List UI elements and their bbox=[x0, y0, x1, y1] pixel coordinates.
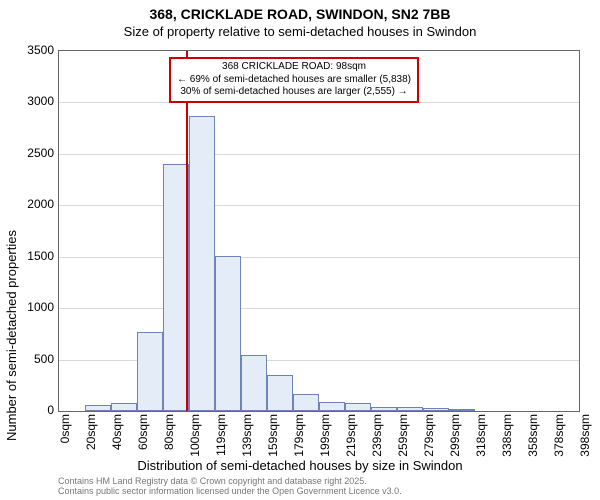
gridline bbox=[59, 308, 579, 309]
y-tick-label: 3000 bbox=[4, 94, 54, 108]
histogram-bar bbox=[319, 402, 345, 411]
x-tick-label: 119sqm bbox=[214, 414, 228, 474]
histogram-bar bbox=[241, 355, 267, 411]
annotation-line: 30% of semi-detached houses are larger (… bbox=[177, 86, 411, 99]
histogram-bar bbox=[293, 394, 319, 411]
reference-line bbox=[186, 51, 188, 411]
footer-attribution: Contains HM Land Registry data © Crown c… bbox=[58, 476, 402, 497]
annotation-box: 368 CRICKLADE ROAD: 98sqm← 69% of semi-d… bbox=[169, 57, 419, 103]
x-tick-label: 219sqm bbox=[344, 414, 358, 474]
y-tick-label: 2500 bbox=[4, 146, 54, 160]
title-address: 368, CRICKLADE ROAD, SWINDON, SN2 7BB bbox=[0, 6, 600, 22]
histogram-bar bbox=[267, 375, 293, 411]
histogram-bar bbox=[423, 408, 449, 411]
x-tick-label: 239sqm bbox=[370, 414, 384, 474]
gridline bbox=[59, 154, 579, 155]
x-tick-label: 80sqm bbox=[162, 414, 176, 474]
x-tick-label: 20sqm bbox=[84, 414, 98, 474]
y-tick-label: 3500 bbox=[4, 43, 54, 57]
gridline bbox=[59, 102, 579, 103]
x-tick-label: 40sqm bbox=[110, 414, 124, 474]
y-tick-label: 1500 bbox=[4, 249, 54, 263]
title-subtitle: Size of property relative to semi-detach… bbox=[0, 24, 600, 39]
y-tick-label: 2000 bbox=[4, 197, 54, 211]
y-tick-label: 500 bbox=[4, 352, 54, 366]
histogram-bar bbox=[137, 332, 163, 411]
chart-title: 368, CRICKLADE ROAD, SWINDON, SN2 7BB Si… bbox=[0, 0, 600, 39]
histogram-bar bbox=[449, 409, 475, 411]
x-tick-label: 378sqm bbox=[552, 414, 566, 474]
x-tick-label: 179sqm bbox=[292, 414, 306, 474]
histogram-bar bbox=[111, 403, 137, 411]
gridline bbox=[59, 257, 579, 258]
x-tick-label: 60sqm bbox=[136, 414, 150, 474]
x-tick-label: 139sqm bbox=[240, 414, 254, 474]
footer-line1: Contains HM Land Registry data © Crown c… bbox=[58, 476, 402, 486]
histogram-bar bbox=[215, 256, 241, 411]
histogram-bar bbox=[189, 116, 215, 411]
histogram-bar bbox=[371, 407, 397, 411]
footer-line2: Contains public sector information licen… bbox=[58, 486, 402, 496]
histogram-bar bbox=[85, 405, 111, 411]
x-tick-label: 338sqm bbox=[500, 414, 514, 474]
x-tick-label: 0sqm bbox=[58, 414, 72, 474]
x-tick-label: 100sqm bbox=[188, 414, 202, 474]
histogram-bar bbox=[397, 407, 423, 411]
annotation-line: 368 CRICKLADE ROAD: 98sqm bbox=[177, 61, 411, 74]
x-tick-label: 318sqm bbox=[474, 414, 488, 474]
x-tick-label: 398sqm bbox=[578, 414, 592, 474]
gridline bbox=[59, 205, 579, 206]
x-tick-label: 299sqm bbox=[448, 414, 462, 474]
x-tick-label: 199sqm bbox=[318, 414, 332, 474]
y-tick-label: 0 bbox=[4, 403, 54, 417]
x-tick-label: 279sqm bbox=[422, 414, 436, 474]
x-tick-label: 358sqm bbox=[526, 414, 540, 474]
x-tick-label: 259sqm bbox=[396, 414, 410, 474]
y-tick-label: 1000 bbox=[4, 300, 54, 314]
histogram-bar bbox=[345, 403, 371, 411]
x-tick-label: 159sqm bbox=[266, 414, 280, 474]
plot-area: 368 CRICKLADE ROAD: 98sqm← 69% of semi-d… bbox=[58, 50, 580, 412]
annotation-line: ← 69% of semi-detached houses are smalle… bbox=[177, 74, 411, 87]
